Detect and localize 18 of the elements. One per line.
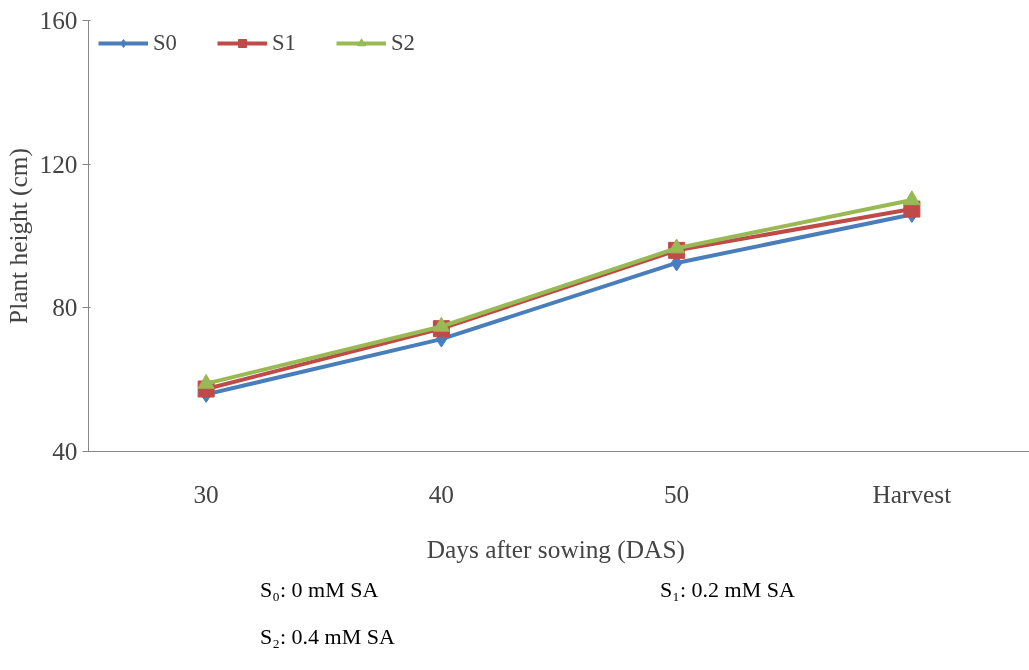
y-tick-label: 160 (39, 6, 78, 34)
y-tick-label: 80 (52, 293, 78, 322)
text: S₁: 0.2 mM SA (660, 576, 796, 604)
legend-label: S0 (153, 30, 177, 56)
y-axis-title: Plant height (cm) (3, 148, 33, 324)
text: S₀: 0 mM SA (260, 576, 380, 604)
point (668, 238, 686, 254)
x-tick-label: 30 (193, 479, 219, 508)
legend-label: S1 (271, 30, 296, 56)
text: S₂: 0.4 mM SA (260, 623, 396, 652)
x-axis-title: Days after sowing (DAS) (426, 534, 685, 564)
x-tick-label: 50 (663, 479, 690, 508)
x-tick-label: 40 (428, 479, 455, 508)
y-tick-label: 40 (52, 437, 78, 465)
x-tick-label: Harvest (872, 479, 952, 508)
y-tick-label: 120 (39, 149, 78, 178)
point (903, 190, 921, 206)
legend-label: S2 (390, 30, 415, 56)
